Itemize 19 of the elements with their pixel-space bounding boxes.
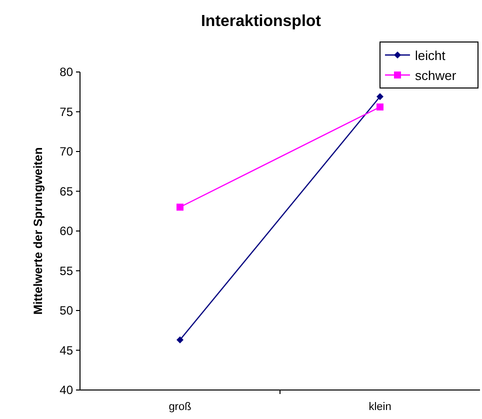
y-tick-label: 50: [60, 304, 74, 318]
y-tick-label: 65: [60, 184, 74, 198]
y-tick-label: 60: [60, 224, 74, 238]
x-tick-label: groß: [168, 401, 192, 413]
point: [176, 336, 184, 344]
point: [376, 103, 384, 110]
y-tick-label: 45: [60, 343, 74, 358]
point: [176, 204, 184, 211]
y-tick-label: 70: [60, 144, 74, 158]
y-tick-label: 75: [60, 104, 74, 119]
y-axis-title: Mittelwerte der Sprungweiten: [31, 147, 45, 315]
y-tick-label: 55: [60, 264, 74, 278]
legend-label: leicht: [415, 48, 446, 63]
legend-label: schwer: [415, 68, 457, 83]
y-tick-label: 80: [60, 65, 74, 79]
chart-title: Interaktionsplot: [200, 13, 322, 30]
point: [376, 93, 384, 100]
x-tick-label: klein: [368, 401, 392, 413]
y-tick-label: 40: [60, 383, 74, 397]
